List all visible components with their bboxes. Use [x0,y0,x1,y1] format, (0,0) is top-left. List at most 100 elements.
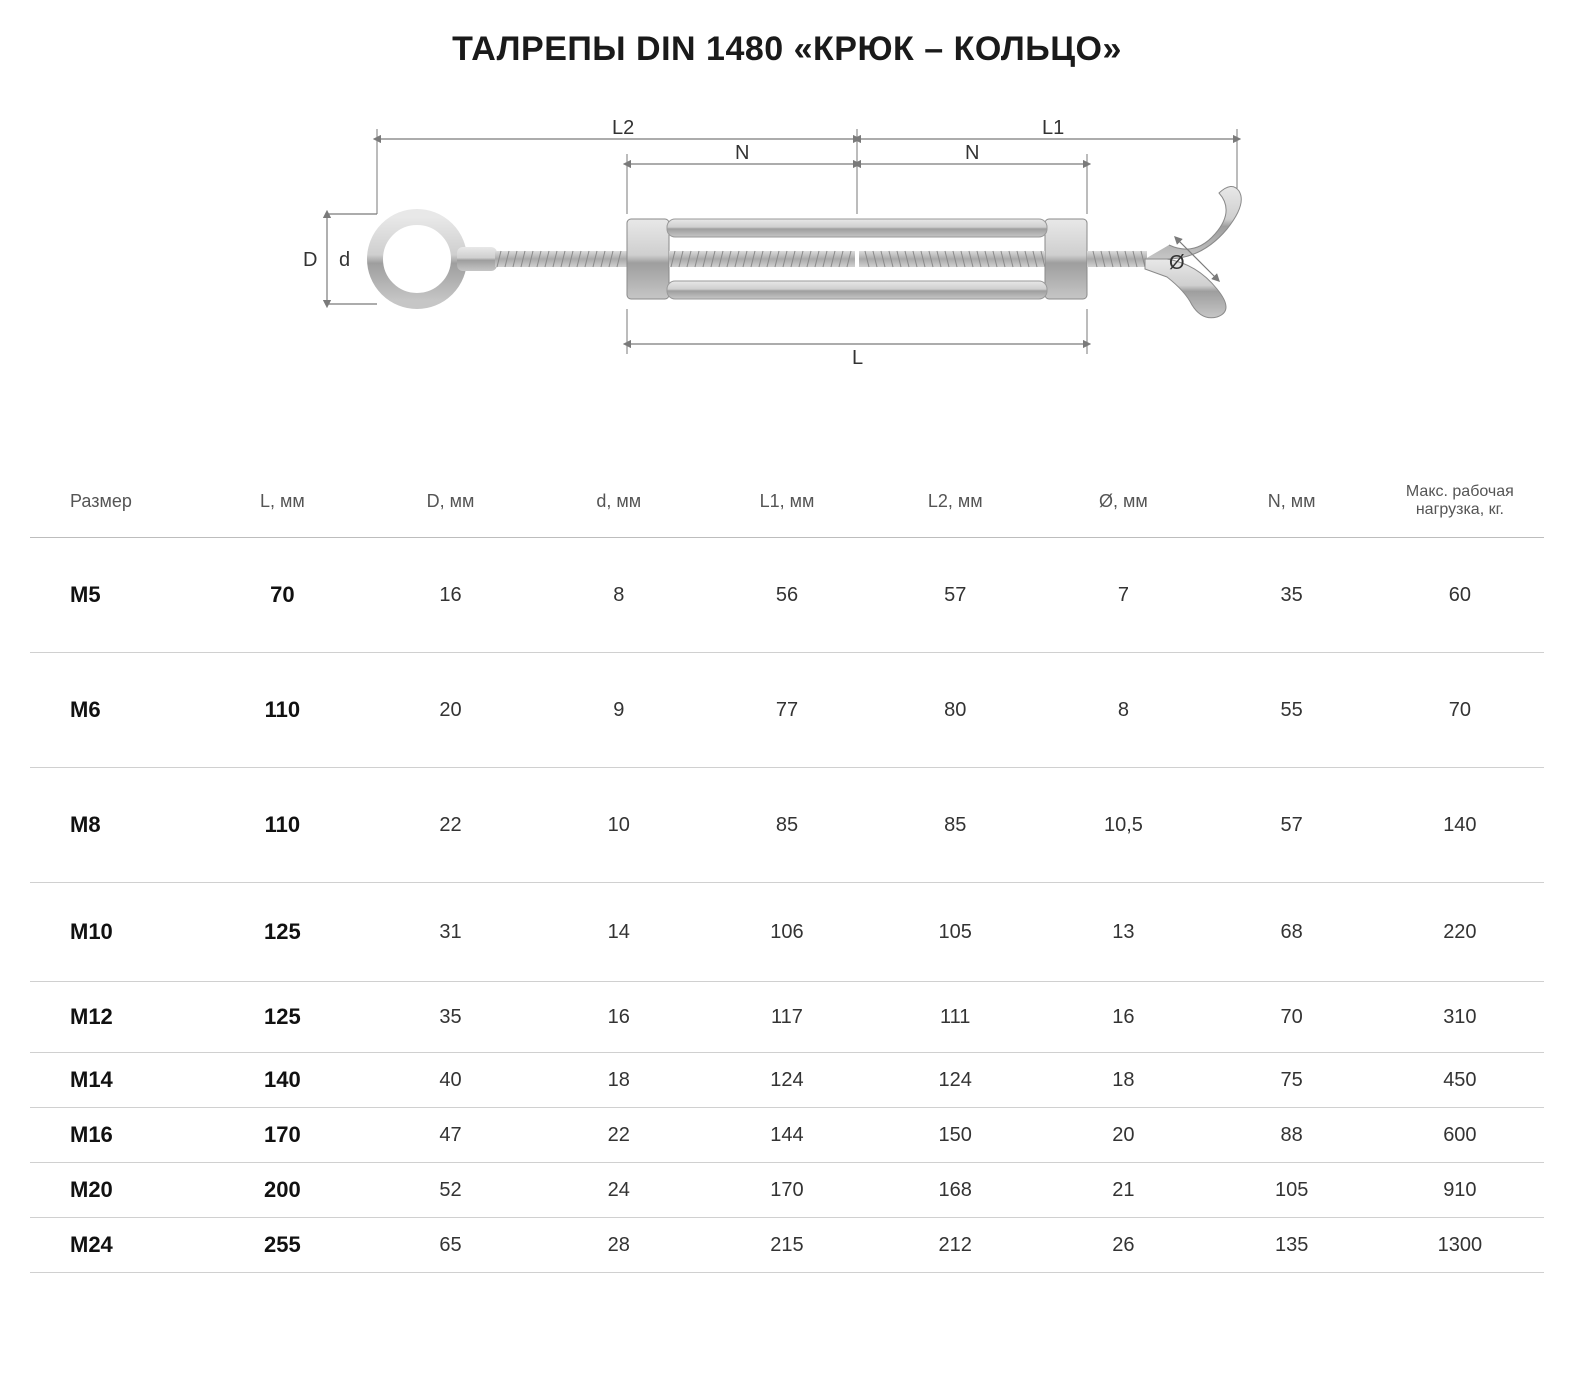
table-cell: M14 [30,1053,198,1108]
table-cell: 16 [1039,982,1207,1053]
table-row: M1012531141061051368220 [30,883,1544,982]
table-cell: M6 [30,653,198,768]
table-cell: 18 [1039,1053,1207,1108]
table-cell: 35 [366,982,534,1053]
table-cell: 20 [366,653,534,768]
table-cell: 105 [1208,1163,1376,1218]
table-header: РазмерL, ммD, ммd, ммL1, ммL2, ммØ, ммN,… [30,469,1544,538]
table-cell: 16 [366,538,534,653]
column-header: N, мм [1208,469,1376,538]
table-row: M1212535161171111670310 [30,982,1544,1053]
table-cell: 111 [871,982,1039,1053]
table-cell: 16 [535,982,703,1053]
dim-label-l: L [852,347,863,369]
table-cell: 85 [703,768,871,883]
table-cell: 14 [535,883,703,982]
column-header: D, мм [366,469,534,538]
table-cell: 10,5 [1039,768,1207,883]
dim-label-l2: L2 [612,119,634,139]
page-title: ТАЛРЕПЫ DIN 1480 «КРЮК – КОЛЬЦО» [30,30,1544,69]
table-cell: 150 [871,1108,1039,1163]
table-cell: M12 [30,982,198,1053]
table-cell: 75 [1208,1053,1376,1108]
threaded-rod-left [495,251,627,267]
table-cell: 8 [1039,653,1207,768]
table-cell: 170 [703,1163,871,1218]
table-row: M1414040181241241875450 [30,1053,1544,1108]
table-cell: 55 [1208,653,1376,768]
table-cell: 110 [198,653,366,768]
dim-label-diameter: Ø [1169,252,1185,274]
table-cell: 77 [703,653,871,768]
table-cell: 8 [535,538,703,653]
turnbuckle-body [627,219,1087,299]
dim-label-l1: L1 [1042,119,1064,139]
table-cell: 220 [1376,883,1544,982]
table-cell: M16 [30,1108,198,1163]
table-cell: 215 [703,1218,871,1273]
table-cell: 52 [366,1163,534,1218]
table-cell: 18 [535,1053,703,1108]
table-cell: 450 [1376,1053,1544,1108]
table-cell: 125 [198,883,366,982]
column-header: L2, мм [871,469,1039,538]
table-cell: 65 [366,1218,534,1273]
dim-label-D: D [303,249,317,271]
table-cell: 57 [1208,768,1376,883]
table-cell: 140 [198,1053,366,1108]
table-cell: 135 [1208,1218,1376,1273]
table-cell: 106 [703,883,871,982]
table-cell: 105 [871,883,1039,982]
table-cell: M5 [30,538,198,653]
table-cell: 70 [1208,982,1376,1053]
table-row: M20200522417016821105910 [30,1163,1544,1218]
table-cell: 10 [535,768,703,883]
table-cell: 310 [1376,982,1544,1053]
turnbuckle-diagram-svg: L2 L1 N N L D d [297,119,1277,379]
table-cell: 168 [871,1163,1039,1218]
table-cell: 40 [366,1053,534,1108]
table-row: M1617047221441502088600 [30,1108,1544,1163]
column-header: L1, мм [703,469,871,538]
table-cell: 21 [1039,1163,1207,1218]
table-cell: 212 [871,1218,1039,1273]
table-cell: 140 [1376,768,1544,883]
table-cell: 13 [1039,883,1207,982]
table-cell: 28 [535,1218,703,1273]
table-cell: 26 [1039,1218,1207,1273]
table-cell: 24 [535,1163,703,1218]
table-cell: 117 [703,982,871,1053]
table-cell: 125 [198,982,366,1053]
table-row: M6110209778085570 [30,653,1544,768]
table-cell: 255 [198,1218,366,1273]
table-cell: 85 [871,768,1039,883]
dim-label-n2: N [965,142,979,164]
table-cell: 110 [198,768,366,883]
table-cell: 910 [1376,1163,1544,1218]
table-cell: 124 [703,1053,871,1108]
table-cell: 20 [1039,1108,1207,1163]
specifications-table: РазмерL, ммD, ммd, ммL1, ммL2, ммØ, ммN,… [30,469,1544,1273]
table-cell: 22 [366,768,534,883]
table-cell: M20 [30,1163,198,1218]
table-cell: 70 [198,538,366,653]
table-cell: 70 [1376,653,1544,768]
column-header: Макс. рабочая нагрузка, кг. [1376,469,1544,538]
table-cell: 35 [1208,538,1376,653]
table-cell: 124 [871,1053,1039,1108]
table-cell: 68 [1208,883,1376,982]
table-cell: 57 [871,538,1039,653]
dim-label-d: d [339,249,350,271]
table-cell: 60 [1376,538,1544,653]
table-cell: 200 [198,1163,366,1218]
table-cell: 31 [366,883,534,982]
table-cell: 47 [366,1108,534,1163]
table-cell: M10 [30,883,198,982]
threaded-rod-right [1087,251,1147,267]
table-cell: 80 [871,653,1039,768]
table-cell: 9 [535,653,703,768]
table-cell: 1300 [1376,1218,1544,1273]
table-cell: 56 [703,538,871,653]
table-row: M242556528215212261351300 [30,1218,1544,1273]
table-cell: M24 [30,1218,198,1273]
